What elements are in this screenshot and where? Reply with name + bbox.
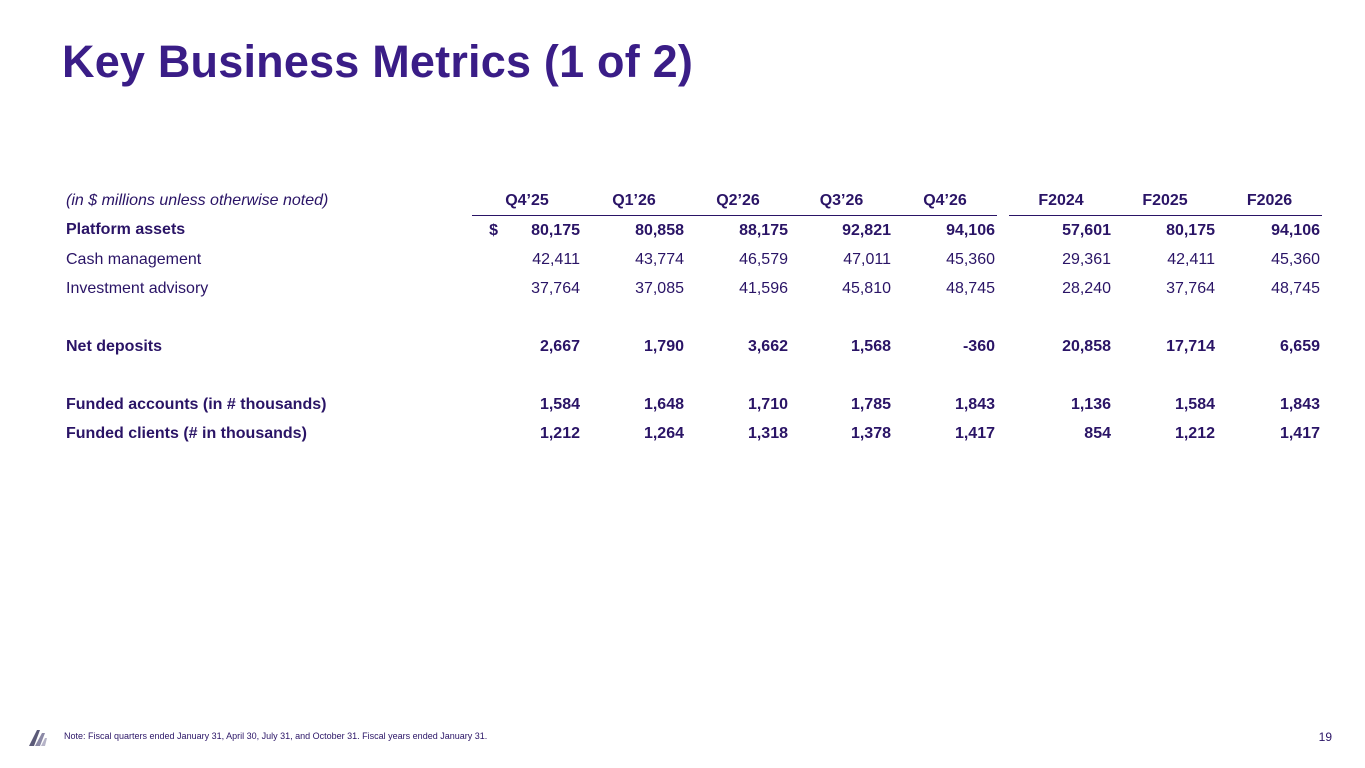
cell: 1,264 bbox=[643, 424, 684, 442]
cell: 45,360 bbox=[1271, 250, 1320, 268]
row-label: Cash management bbox=[66, 250, 202, 268]
column-header-f2026: F2026 bbox=[1217, 186, 1322, 216]
column-header-q4-25: Q4’25 bbox=[472, 186, 582, 216]
cell: 1,318 bbox=[747, 424, 788, 442]
currency-symbol: $ bbox=[489, 221, 498, 239]
cell: 47,011 bbox=[843, 250, 891, 268]
cell: 37,085 bbox=[635, 279, 684, 297]
header-row: (in $ millions unless otherwise noted) Q… bbox=[62, 186, 1322, 216]
company-logo-icon bbox=[29, 730, 47, 746]
page-number: 19 bbox=[1318, 730, 1332, 744]
cell: 854 bbox=[1084, 424, 1111, 442]
cell: 1,417 bbox=[954, 424, 995, 442]
cell: 1,212 bbox=[1174, 424, 1215, 442]
cell: 17,714 bbox=[1166, 337, 1215, 355]
cell: -360 bbox=[962, 337, 995, 355]
cell: 2,667 bbox=[539, 337, 580, 355]
cell: 6,659 bbox=[1279, 337, 1320, 355]
cell: 3,662 bbox=[747, 337, 788, 355]
spacer-row bbox=[62, 361, 1322, 390]
table-row-cash-management: Cash management 42,411 43,774 46,579 47,… bbox=[62, 245, 1322, 274]
column-header-q2-26: Q2’26 bbox=[686, 186, 790, 216]
cell: 48,745 bbox=[946, 279, 995, 297]
page-title: Key Business Metrics (1 of 2) bbox=[62, 36, 694, 87]
cell: 43,774 bbox=[635, 250, 684, 268]
table-row-funded-clients: Funded clients (# in thousands) 1,212 1,… bbox=[62, 419, 1322, 448]
cell: 1,378 bbox=[850, 424, 891, 442]
cell: 1,790 bbox=[643, 337, 684, 355]
cell: 28,240 bbox=[1062, 279, 1111, 297]
table-row-net-deposits: Net deposits 2,667 1,790 3,662 1,568 -36… bbox=[62, 332, 1322, 361]
spacer-row bbox=[62, 303, 1322, 332]
cell: 1,843 bbox=[1279, 395, 1320, 413]
table-row-platform-assets: Platform assets $ 80,175 80,858 88,175 9… bbox=[62, 216, 1322, 246]
cell: 88,175 bbox=[739, 221, 788, 239]
column-header-q4-26: Q4’26 bbox=[893, 186, 997, 216]
cell: 29,361 bbox=[1062, 250, 1111, 268]
column-header-f2025: F2025 bbox=[1113, 186, 1217, 216]
row-label: Platform assets bbox=[66, 221, 186, 239]
cell: 37,764 bbox=[1166, 279, 1215, 297]
table-row-investment-advisory: Investment advisory 37,764 37,085 41,596… bbox=[62, 274, 1322, 303]
table-row-funded-accounts: Funded accounts (in # thousands) 1,584 1… bbox=[62, 390, 1322, 419]
cell: 1,785 bbox=[850, 395, 891, 413]
row-label: Funded clients (# in thousands) bbox=[66, 424, 307, 442]
column-header-f2024: F2024 bbox=[1009, 186, 1113, 216]
cell: 80,858 bbox=[635, 221, 684, 239]
row-label: Net deposits bbox=[66, 337, 163, 355]
cell: 37,764 bbox=[531, 279, 580, 297]
cell: 46,579 bbox=[739, 250, 788, 268]
row-label: Investment advisory bbox=[66, 279, 209, 297]
cell: 48,745 bbox=[1271, 279, 1320, 297]
cell: 80,175 bbox=[1166, 221, 1215, 239]
footnote: Note: Fiscal quarters ended January 31, … bbox=[64, 731, 488, 741]
cell: 1,648 bbox=[643, 395, 684, 413]
cell: 92,821 bbox=[842, 221, 891, 239]
cell: 1,417 bbox=[1279, 424, 1320, 442]
cell: 94,106 bbox=[946, 221, 995, 239]
cell: 1,568 bbox=[850, 337, 891, 355]
cell: 57,601 bbox=[1062, 221, 1111, 239]
cell: 1,843 bbox=[954, 395, 995, 413]
cell: 80,175 bbox=[531, 221, 580, 239]
cell: 45,810 bbox=[842, 279, 891, 297]
cell: 94,106 bbox=[1271, 221, 1320, 239]
column-header-q1-26: Q1’26 bbox=[582, 186, 686, 216]
cell: 1,584 bbox=[1174, 395, 1215, 413]
cell: 1,136 bbox=[1070, 395, 1111, 413]
cell: 42,411 bbox=[532, 250, 580, 268]
column-header-q3-26: Q3’26 bbox=[790, 186, 893, 216]
metrics-table: (in $ millions unless otherwise noted) Q… bbox=[62, 186, 1322, 448]
cell: 41,596 bbox=[739, 279, 788, 297]
cell: 1,212 bbox=[539, 424, 580, 442]
cell: 42,411 bbox=[1167, 250, 1215, 268]
cell: 1,710 bbox=[747, 395, 788, 413]
unit-note: (in $ millions unless otherwise noted) bbox=[66, 191, 329, 209]
cell: 20,858 bbox=[1062, 337, 1111, 355]
column-gap bbox=[997, 186, 1009, 216]
cell: 1,584 bbox=[539, 395, 580, 413]
cell: 45,360 bbox=[946, 250, 995, 268]
row-label: Funded accounts (in # thousands) bbox=[66, 395, 327, 413]
